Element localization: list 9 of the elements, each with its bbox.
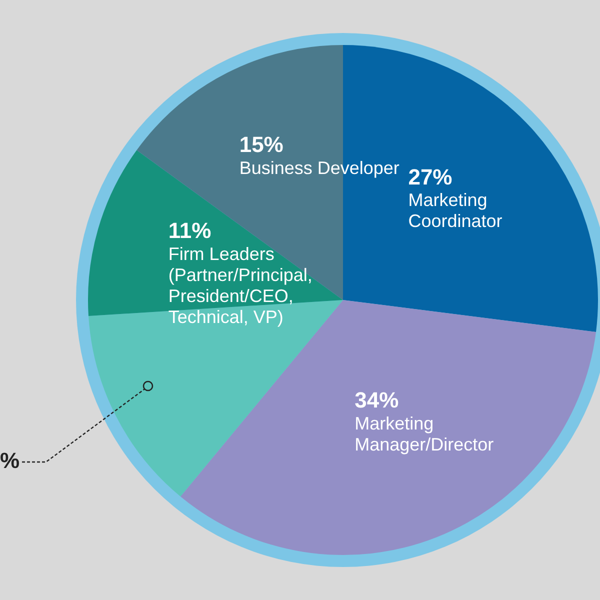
- data-label: 15%: [239, 132, 284, 158]
- data-label: 34%: [354, 387, 399, 412]
- slice-label: Marketing Manager/Director: [354, 413, 494, 454]
- slice-label: Business Developer: [239, 158, 400, 178]
- slice-label: Marketing Coordinator: [408, 190, 502, 232]
- slice-label: Firm Leaders (Partner/Principal, President/CEO, Technical, VP): [168, 244, 312, 327]
- text: %: [0, 448, 20, 474]
- data-label: 27%: [408, 164, 452, 190]
- data-label: 11%: [168, 218, 212, 243]
